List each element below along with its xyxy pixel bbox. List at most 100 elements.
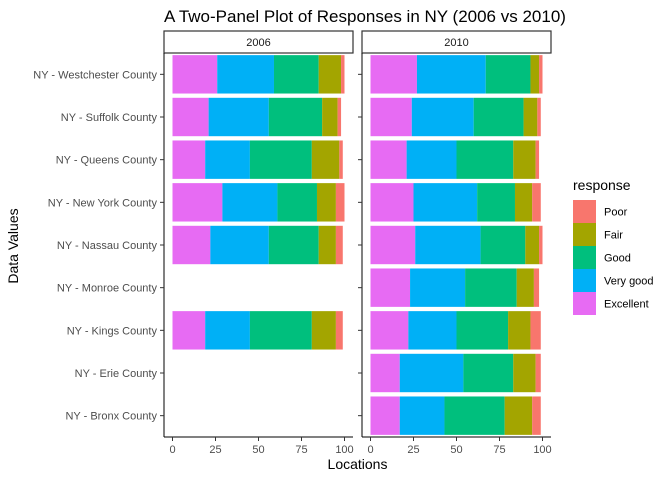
- bar-2010-ny-monroe-county-very-good: [410, 268, 466, 307]
- bar-2006-ny-queens-county-excellent: [172, 140, 206, 179]
- bar-2010-ny-erie-county-fair: [513, 353, 536, 393]
- legend-label-very-good: Very good: [604, 276, 654, 288]
- bar-2010-ny-westchester-county-poor: [539, 55, 543, 94]
- strip-label-2010: 2010: [444, 37, 468, 49]
- x-tick-label-2010-0: 0: [367, 444, 373, 456]
- legend-label-fair: Fair: [604, 230, 623, 242]
- bar-2010-ny-suffolk-county-poor: [537, 97, 541, 137]
- y-tick-label-ny-bronx-county: NY - Bronx County: [65, 411, 157, 423]
- bar-2010-ny-suffolk-county-good: [473, 97, 524, 137]
- bar-2006-ny-westchester-county-poor: [341, 55, 345, 94]
- bar-2006-ny-kings-county-very-good: [205, 311, 250, 350]
- chart-title: A Two-Panel Plot of Responses in NY (200…: [164, 7, 566, 26]
- legend-label-excellent: Excellent: [604, 299, 649, 311]
- bar-2010-ny-queens-county-very-good: [406, 140, 457, 179]
- y-tick-label-ny-nassau-county: NY - Nassau County: [57, 240, 158, 252]
- x-tick-label-2006-0: 0: [169, 444, 175, 456]
- bar-2006-ny-nassau-county-fair: [318, 225, 336, 265]
- x-tick-label-2006-25: 25: [209, 444, 221, 456]
- bar-2010-ny-new-york-county-fair: [514, 183, 533, 222]
- bar-2010-ny-monroe-county-poor: [533, 268, 540, 307]
- strip-label-2006: 2006: [246, 37, 270, 49]
- panel-2006: 2006 0 25 50 75 100: [160, 30, 354, 456]
- y-tick-label-ny-kings-county: NY - Kings County: [67, 325, 158, 337]
- bar-2006-ny-kings-county-good: [249, 311, 312, 350]
- bar-2006-ny-suffolk-county-poor: [337, 97, 342, 137]
- bar-2010-ny-suffolk-county-fair: [523, 97, 538, 137]
- bar-2010-ny-bronx-county-excellent: [370, 396, 400, 435]
- bar-2010-ny-nassau-county-very-good: [415, 225, 481, 265]
- bar-2006-ny-suffolk-county-excellent: [172, 97, 209, 137]
- bar-2006-ny-new-york-county-very-good: [222, 183, 278, 222]
- bar-2010-ny-kings-county-excellent: [370, 311, 409, 350]
- bar-2010-ny-monroe-county-excellent: [370, 268, 411, 307]
- bar-2010-ny-nassau-county-excellent: [370, 225, 416, 265]
- bar-2010-ny-kings-county-fair: [508, 311, 531, 350]
- strip-box-2006: [163, 30, 354, 54]
- bar-2010-ny-new-york-county-poor: [532, 183, 541, 222]
- facet-panels: 2006 0 25 50 75 100 2010 0 25 50 75 100: [160, 30, 552, 456]
- legend-label-poor: Poor: [604, 207, 628, 219]
- bar-2010-ny-new-york-county-good: [477, 183, 515, 222]
- y-tick-label-ny-queens-county: NY - Queens County: [56, 155, 158, 167]
- legend: response Poor Fair Good Very good Excellent: [573, 177, 654, 315]
- y-tick-label-ny-westchester-county: NY - Westchester County: [33, 69, 157, 81]
- bar-2010-ny-erie-county-poor: [535, 353, 541, 393]
- y-tick-label-ny-new-york-county: NY - New York County: [48, 197, 158, 209]
- panel-2010: 2010 0 25 50 75 100: [358, 30, 552, 456]
- legend-key-very-good: [573, 269, 596, 292]
- bar-2010-ny-nassau-county-good: [480, 225, 526, 265]
- y-tick-label-ny-monroe-county: NY - Monroe County: [57, 283, 158, 295]
- bar-2006-ny-westchester-county-good: [273, 55, 319, 94]
- bar-2010-ny-suffolk-county-excellent: [370, 97, 412, 137]
- bar-2010-ny-nassau-county-fair: [525, 225, 540, 265]
- bar-2010-ny-monroe-county-good: [465, 268, 517, 307]
- bar-2010-ny-suffolk-county-very-good: [411, 97, 474, 137]
- bar-2006-ny-kings-county-poor: [335, 311, 343, 350]
- bar-2010-ny-queens-county-good: [456, 140, 514, 179]
- legend-key-good: [573, 246, 596, 269]
- bar-2006-ny-westchester-county-fair: [318, 55, 342, 94]
- y-axis-title: Data Values: [5, 208, 21, 283]
- bar-2006-ny-suffolk-county-fair: [322, 97, 338, 137]
- x-tick-label-2010-75: 75: [493, 444, 505, 456]
- bar-2006-ny-queens-county-very-good: [205, 140, 250, 179]
- bar-2010-ny-westchester-county-very-good: [416, 55, 486, 94]
- bar-2010-ny-monroe-county-fair: [516, 268, 534, 307]
- bar-2010-ny-kings-county-good: [456, 311, 509, 350]
- x-axis-title: Locations: [328, 456, 388, 472]
- bar-2006-ny-nassau-county-excellent: [172, 225, 211, 265]
- bar-2010-ny-erie-county-very-good: [399, 353, 464, 393]
- bar-2010-ny-erie-county-good: [463, 353, 514, 393]
- bar-2010-ny-kings-county-poor: [530, 311, 541, 350]
- y-tick-label-ny-erie-county: NY - Erie County: [75, 368, 158, 380]
- bar-2006-ny-new-york-county-fair: [316, 183, 336, 222]
- x-tick-label-2010-25: 25: [407, 444, 419, 456]
- bar-2006-ny-new-york-county-excellent: [172, 183, 223, 222]
- bar-2006-ny-nassau-county-good: [268, 225, 319, 265]
- legend-key-excellent: [573, 292, 596, 315]
- bar-2006-ny-queens-county-poor: [339, 140, 343, 179]
- bar-2010-ny-bronx-county-good: [444, 396, 505, 435]
- bar-2006-ny-westchester-county-excellent: [172, 55, 218, 94]
- legend-label-good: Good: [604, 253, 631, 265]
- bar-2010-ny-bronx-county-poor: [532, 396, 541, 435]
- legend-key-fair: [573, 223, 596, 246]
- bar-2010-ny-kings-county-very-good: [408, 311, 457, 350]
- bar-2006-ny-queens-county-fair: [311, 140, 340, 179]
- bar-2010-ny-queens-county-excellent: [370, 140, 407, 179]
- bar-2006-ny-queens-county-good: [249, 140, 312, 179]
- bar-2010-ny-queens-county-poor: [535, 140, 540, 179]
- bar-2010-ny-erie-county-excellent: [370, 353, 400, 393]
- x-tick-label-2010-100: 100: [533, 444, 551, 456]
- bar-2006-ny-nassau-county-poor: [335, 225, 343, 265]
- y-tick-label-ny-suffolk-county: NY - Suffolk County: [61, 112, 158, 124]
- x-tick-label-2006-50: 50: [252, 444, 264, 456]
- bar-2006-ny-new-york-county-poor: [335, 183, 345, 222]
- bar-2010-ny-nassau-county-poor: [539, 225, 543, 265]
- bar-2010-ny-westchester-county-good: [485, 55, 531, 94]
- bar-2010-ny-westchester-county-fair: [530, 55, 540, 94]
- bar-2010-ny-queens-county-fair: [513, 140, 536, 179]
- y-axis-tick-labels: NY - Westchester County NY - Suffolk Coun…: [33, 69, 157, 422]
